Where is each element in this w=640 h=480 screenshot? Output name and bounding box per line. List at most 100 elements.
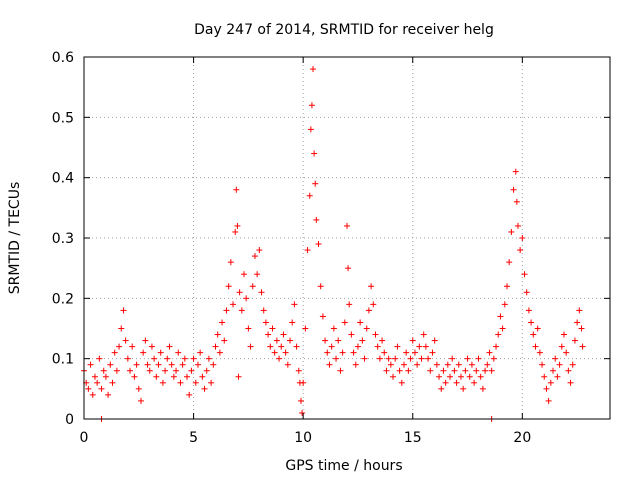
data-point	[503, 283, 510, 290]
data-point	[122, 337, 129, 344]
data-point	[177, 379, 184, 386]
data-point	[243, 295, 250, 302]
data-point	[359, 337, 366, 344]
y-tick-label: 0.2	[52, 291, 74, 307]
y-tick-label: 0.5	[52, 110, 74, 126]
data-point	[506, 259, 513, 266]
data-point	[116, 343, 123, 350]
data-point	[339, 349, 346, 356]
data-point	[490, 355, 497, 362]
data-point	[517, 247, 524, 254]
data-point	[447, 373, 454, 380]
data-point	[133, 361, 140, 368]
data-point	[135, 385, 142, 392]
data-point	[579, 343, 586, 350]
data-point	[291, 301, 298, 308]
data-point	[543, 385, 550, 392]
x-tick-label: 5	[189, 430, 198, 446]
data-point	[137, 397, 144, 404]
data-point	[512, 168, 519, 175]
data-point	[525, 307, 532, 314]
data-point	[235, 373, 242, 380]
x-axis-label: GPS time / hours	[285, 458, 402, 474]
data-point	[501, 301, 508, 308]
data-point	[418, 355, 425, 362]
data-point	[251, 253, 258, 260]
data-point	[258, 289, 265, 296]
data-point	[477, 373, 484, 380]
data-point	[322, 337, 329, 344]
data-point	[451, 367, 458, 374]
data-point	[107, 361, 114, 368]
data-point	[155, 361, 162, 368]
data-point	[455, 361, 462, 368]
data-point	[523, 289, 530, 296]
data-point	[109, 379, 116, 386]
data-point	[576, 307, 583, 314]
data-point	[335, 337, 342, 344]
data-points	[81, 66, 586, 422]
data-point	[541, 373, 548, 380]
data-point	[184, 373, 191, 380]
plot-frame	[83, 56, 611, 420]
data-point	[365, 307, 372, 314]
y-axis-label: SRMTID / TECUs	[7, 182, 23, 295]
data-point	[94, 379, 101, 386]
data-point	[315, 241, 322, 248]
data-point	[345, 265, 352, 272]
data-point	[311, 150, 318, 157]
data-point	[431, 337, 438, 344]
data-point	[554, 373, 561, 380]
data-point	[144, 361, 151, 368]
data-point	[140, 349, 147, 356]
data-point	[98, 385, 105, 392]
data-point	[429, 349, 436, 356]
data-point	[300, 379, 307, 386]
data-point	[89, 391, 96, 398]
data-point	[556, 361, 563, 368]
data-point	[287, 337, 294, 344]
data-point	[278, 343, 285, 350]
data-point	[560, 331, 567, 338]
data-point	[466, 373, 473, 380]
data-point	[354, 343, 361, 350]
data-point	[96, 355, 103, 362]
y-tick-label: 0.4	[52, 171, 74, 187]
data-point	[545, 397, 552, 404]
data-point	[148, 343, 155, 350]
data-point	[230, 301, 237, 308]
data-point	[238, 307, 245, 314]
data-point	[374, 343, 381, 350]
data-point	[486, 349, 493, 356]
data-point	[530, 331, 537, 338]
data-point	[475, 355, 482, 362]
data-point	[539, 361, 546, 368]
data-point	[411, 349, 418, 356]
data-point	[409, 337, 416, 344]
grid-lines	[84, 57, 610, 419]
data-point	[376, 355, 383, 362]
y-tick-label: 0.1	[52, 352, 74, 368]
data-point	[225, 283, 232, 290]
data-point	[385, 355, 392, 362]
y-tick-label: 0.3	[52, 231, 74, 247]
data-point	[319, 313, 326, 320]
data-point	[532, 343, 539, 350]
data-point	[396, 367, 403, 374]
data-point	[276, 355, 283, 362]
data-point	[284, 361, 291, 368]
data-point	[212, 343, 219, 350]
data-point	[216, 349, 223, 356]
data-point	[484, 361, 491, 368]
data-point	[495, 331, 502, 338]
data-point	[256, 247, 263, 254]
x-tick-label: 15	[404, 430, 422, 446]
data-point	[414, 361, 421, 368]
data-point	[131, 373, 138, 380]
data-point	[153, 373, 160, 380]
data-point	[105, 391, 112, 398]
data-point	[179, 361, 186, 368]
data-point	[328, 343, 335, 350]
data-point	[357, 319, 364, 326]
